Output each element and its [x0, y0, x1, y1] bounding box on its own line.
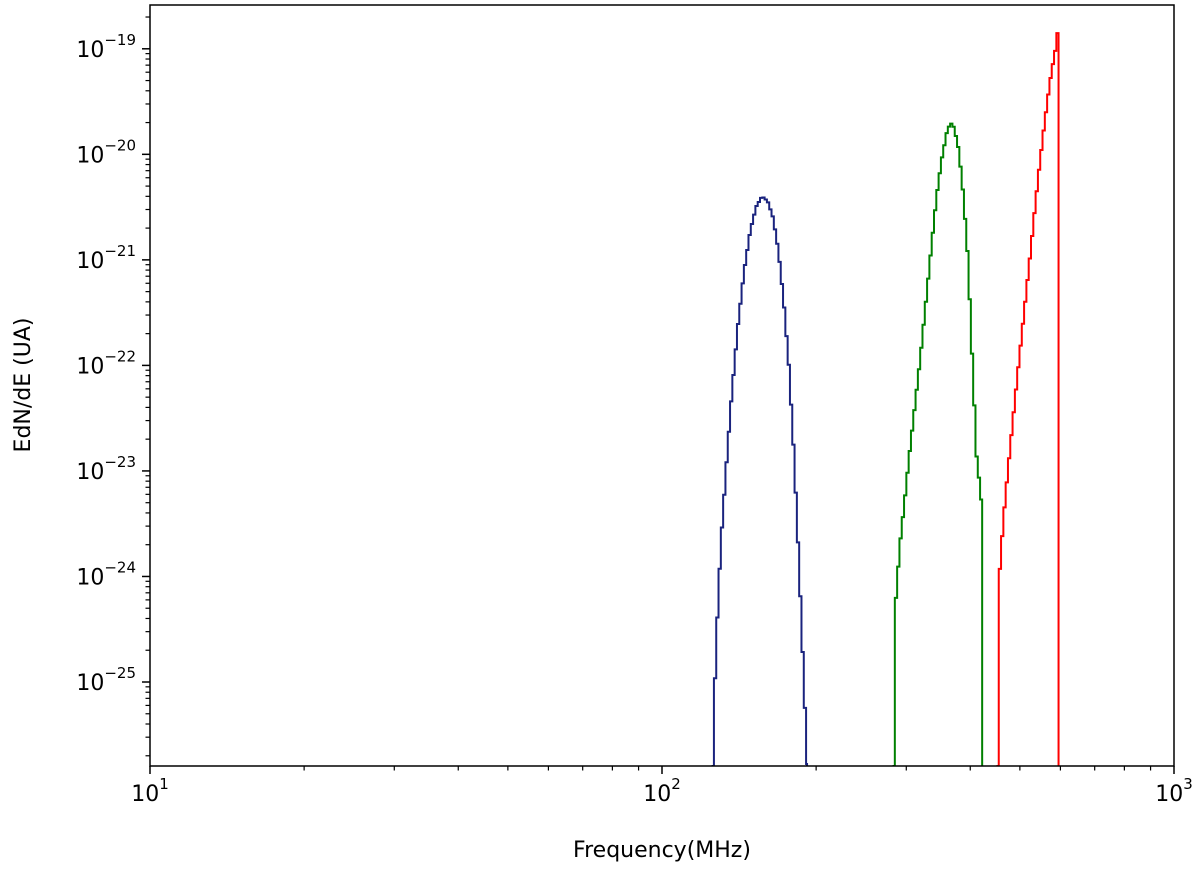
series-line-2: [892, 122, 984, 766]
x-tick-label: 103: [1155, 775, 1193, 807]
y-tick-label: 10−21: [76, 242, 136, 274]
y-tick-label: 10−24: [76, 558, 136, 590]
plot-area: [150, 5, 1174, 766]
ticks-layer: 101 102 103 10−25 10−24 10−23 10−22 10−21 10−20 1…: [76, 16, 1193, 807]
y-tick-label: 10−20: [76, 136, 136, 168]
series-line-1: [711, 196, 809, 766]
y-tick-label: 10−22: [76, 347, 136, 379]
y-tick-label: 10−25: [76, 664, 136, 696]
x-tick-label: 101: [131, 775, 169, 807]
y-tick-label: 10−23: [76, 453, 136, 485]
series-line-3: [996, 32, 1060, 766]
y-tick-label: 10−19: [76, 31, 136, 63]
series-layer: [711, 32, 1060, 766]
x-axis-label: Frequency(MHz): [573, 838, 751, 863]
y-axis-label: EdN/dE (UA): [11, 318, 36, 453]
x-tick-label: 102: [643, 775, 681, 807]
